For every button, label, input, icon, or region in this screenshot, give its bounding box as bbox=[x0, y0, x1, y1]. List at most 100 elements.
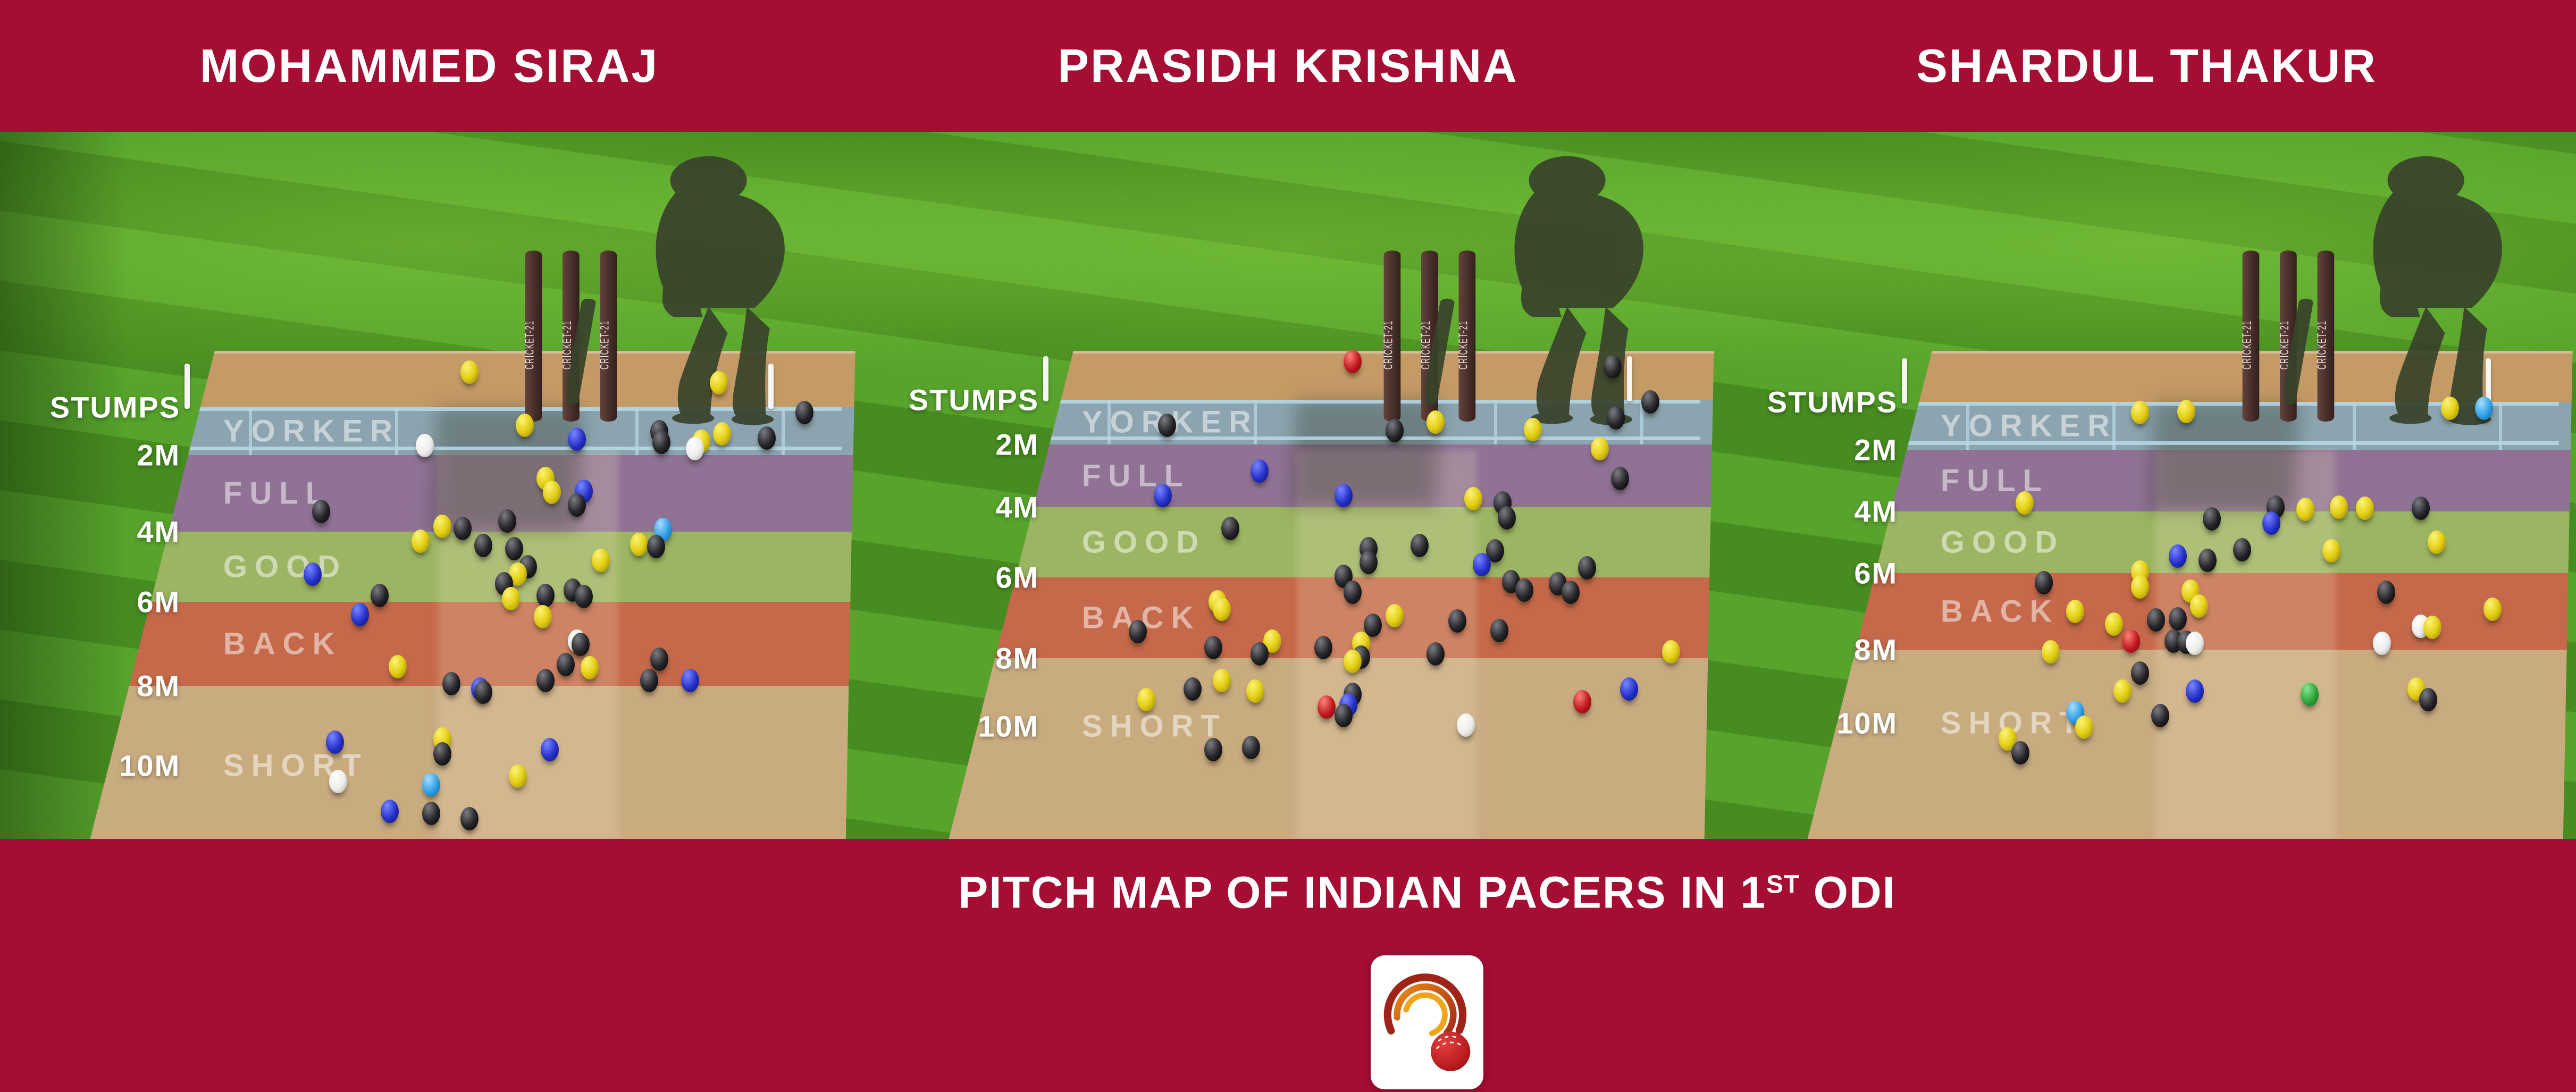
ball-yellow bbox=[388, 655, 407, 678]
ball-yellow bbox=[508, 765, 527, 788]
ball-yellow bbox=[2428, 531, 2446, 554]
brand-logo-card bbox=[1371, 955, 1484, 1090]
ball-red bbox=[1343, 349, 1362, 373]
pitch-top-edge bbox=[90, 351, 855, 354]
return-crease-line bbox=[2353, 402, 2356, 450]
ball-yellow bbox=[2075, 716, 2093, 739]
ball-dark-blue bbox=[1251, 459, 1269, 483]
ball-yellow bbox=[592, 549, 610, 572]
svg-text:CRICKET-21: CRICKET-21 bbox=[523, 321, 536, 369]
ball-black bbox=[795, 401, 814, 424]
ball-dark-blue bbox=[2262, 511, 2280, 535]
distance-label-stumps: STUMPS bbox=[908, 383, 1039, 417]
ball-black bbox=[505, 537, 524, 560]
return-crease-line bbox=[781, 407, 785, 455]
return-crease-line bbox=[2112, 402, 2116, 450]
ball-yellow bbox=[543, 481, 561, 504]
ball-black bbox=[1314, 635, 1332, 659]
ball-white bbox=[1456, 713, 1475, 737]
distance-label-4m: 4M bbox=[137, 515, 181, 549]
ball-black bbox=[1335, 704, 1353, 727]
ball-red bbox=[1318, 695, 1336, 719]
ball-yellow bbox=[2130, 401, 2149, 424]
distance-label-2m: 2M bbox=[137, 438, 181, 472]
ball-black bbox=[2011, 741, 2030, 765]
ball-black bbox=[2130, 661, 2149, 685]
ball-black bbox=[1221, 517, 1240, 540]
ball-black bbox=[442, 672, 461, 695]
crease-marker-post bbox=[768, 363, 774, 409]
ball-yellow bbox=[501, 587, 520, 610]
ball-dark-blue bbox=[568, 427, 586, 451]
distance-label-stumps: STUMPS bbox=[49, 390, 181, 424]
balls-layer bbox=[0, 132, 859, 839]
footer-title: PITCH MAP OF INDIAN PACERS IN 1ST ODI bbox=[958, 867, 1896, 918]
batsman-silhouette-icon bbox=[2284, 156, 2502, 425]
distance-label-10m: 10M bbox=[1836, 706, 1898, 740]
ball-dark-blue bbox=[303, 562, 322, 586]
ball-green bbox=[2301, 683, 2319, 706]
ball-black bbox=[2034, 571, 2053, 594]
ball-black bbox=[1641, 390, 1659, 414]
zone-band-short bbox=[949, 658, 1714, 839]
balls-layer bbox=[1717, 132, 2576, 839]
ball-dark-blue bbox=[1335, 484, 1353, 507]
ball-black bbox=[1360, 551, 1378, 574]
crease-marker-post bbox=[184, 363, 190, 409]
ball-yellow bbox=[2105, 612, 2124, 636]
ball-black bbox=[650, 648, 669, 671]
return-crease-line bbox=[395, 407, 398, 455]
ball-yellow bbox=[1213, 598, 1231, 621]
zone-band-full bbox=[949, 444, 1714, 507]
svg-text:CRICKET-21: CRICKET-21 bbox=[1382, 321, 1395, 369]
header-banner: MOHAMMED SIRAJ PRASIDH KRISHNA SHARDUL T… bbox=[0, 0, 2576, 132]
ball-yellow bbox=[1246, 679, 1265, 703]
ball-black bbox=[568, 493, 586, 517]
ball-white bbox=[685, 437, 704, 460]
ball-yellow bbox=[533, 605, 552, 628]
ball-red bbox=[1573, 690, 1592, 713]
ball-yellow bbox=[1137, 688, 1156, 711]
ball-yellow bbox=[2322, 539, 2340, 562]
ball-black bbox=[2147, 608, 2166, 632]
ball-red bbox=[2122, 629, 2141, 653]
ball-black bbox=[1448, 609, 1466, 633]
distance-label-6m: 6M bbox=[137, 585, 181, 619]
ball-dark-blue bbox=[540, 738, 559, 761]
zone-label-good: GOOD bbox=[1940, 525, 2065, 560]
svg-text:CRICKET-21: CRICKET-21 bbox=[1457, 321, 1470, 369]
ball-dark-blue bbox=[381, 800, 399, 823]
ball-black bbox=[1498, 506, 1516, 530]
footer-banner: PITCH MAP OF INDIAN PACERS IN 1ST ODI bbox=[0, 839, 2576, 1090]
crease-marker-post bbox=[1043, 356, 1049, 401]
ball-yellow bbox=[433, 515, 451, 538]
zone-label-back: BACK bbox=[1940, 594, 2060, 629]
distance-label-2m: 2M bbox=[1854, 433, 1898, 467]
ball-yellow bbox=[1427, 410, 1445, 434]
ball-light-blue bbox=[422, 773, 440, 796]
ball-black bbox=[474, 681, 493, 704]
ball-black bbox=[1427, 642, 1445, 666]
ball-yellow bbox=[2190, 594, 2208, 618]
ball-yellow bbox=[2177, 400, 2195, 423]
ball-yellow bbox=[581, 656, 599, 679]
batsman-silhouette-icon bbox=[1425, 156, 1643, 425]
ball-black bbox=[758, 426, 776, 450]
zone-label-short: SHORT bbox=[1081, 709, 1227, 744]
ball-white bbox=[329, 770, 348, 793]
ball-black bbox=[1157, 413, 1176, 437]
zone-label-yorker: YORKER bbox=[223, 414, 400, 449]
ball-black bbox=[2411, 497, 2430, 520]
distance-label-4m: 4M bbox=[1854, 494, 1898, 528]
return-crease-line bbox=[635, 407, 639, 455]
ball-yellow bbox=[460, 360, 479, 384]
ball-black bbox=[1364, 614, 1382, 637]
ball-black bbox=[647, 535, 665, 558]
batsman-silhouette-icon bbox=[566, 156, 785, 425]
zone-band-stumps-area bbox=[1807, 351, 2573, 402]
ball-yellow bbox=[2016, 491, 2034, 515]
return-crease-line bbox=[2498, 402, 2502, 450]
zone-band-full bbox=[90, 455, 855, 532]
